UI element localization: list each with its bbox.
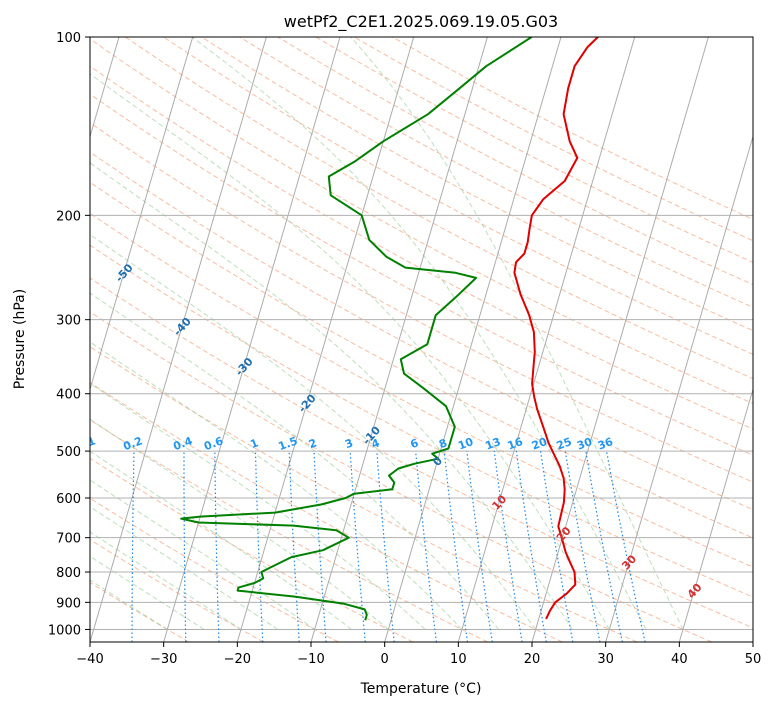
moist-adiabat-line bbox=[350, 37, 684, 630]
x-tick-label: 30 bbox=[597, 652, 614, 667]
dry-adiabat-line bbox=[90, 181, 753, 539]
x-tick-label: 50 bbox=[745, 652, 762, 667]
mixing-ratio-label: 1 bbox=[248, 436, 260, 451]
x-axis-title: Temperature (°C) bbox=[360, 681, 482, 697]
dry-adiabat-line bbox=[90, 277, 753, 629]
y-axis-title: Pressure (hPa) bbox=[12, 289, 28, 389]
mixing-ratio-label: 0.6 bbox=[202, 434, 225, 453]
y-tick-label: 800 bbox=[56, 566, 81, 581]
dry-adiabat-line bbox=[90, 244, 753, 598]
x-tick-label: −20 bbox=[224, 652, 251, 667]
mixing-ratio-line bbox=[415, 451, 437, 642]
mixing-ratio-label: 36 bbox=[596, 435, 615, 453]
mixing-ratio-line bbox=[443, 451, 469, 642]
isotherm-line bbox=[90, 37, 267, 642]
dry-adiabat-line bbox=[90, 382, 563, 642]
y-tick-label: 300 bbox=[56, 314, 81, 329]
plot-frame bbox=[89, 36, 754, 643]
mixing-ratio-line bbox=[564, 451, 601, 642]
mixing-ratio-line bbox=[466, 451, 493, 642]
mixing-ratio-label: 6 bbox=[409, 436, 421, 451]
mixing-ratio-label: 30 bbox=[575, 435, 594, 453]
dry-adiabat-line bbox=[90, 93, 753, 456]
dry-adiabat-line bbox=[277, 37, 753, 286]
mixing-ratio-label: 13 bbox=[484, 435, 503, 452]
mixing-ratio-label: 8 bbox=[437, 436, 449, 451]
moist-adiabat-line bbox=[90, 73, 610, 630]
dry-adiabat-line bbox=[90, 38, 753, 405]
moist-adiabat-line bbox=[90, 382, 426, 630]
y-tick-label: 1000 bbox=[48, 623, 81, 638]
profile-lines bbox=[180, 37, 599, 621]
y-tick-label: 600 bbox=[56, 492, 81, 507]
mixing-ratio-line bbox=[585, 450, 623, 642]
mixing-ratio-label: 0.1 bbox=[75, 434, 98, 453]
dry-adiabat-line bbox=[90, 346, 638, 642]
mixing-ratio-label: 0.2 bbox=[121, 434, 144, 453]
chart-title: wetPf2_C2E1.2025.069.19.05.G03 bbox=[284, 12, 558, 32]
mixing-ratio-line bbox=[493, 451, 523, 642]
y-tick-label: 100 bbox=[56, 31, 81, 46]
y-tick-label: 900 bbox=[56, 596, 81, 611]
isotherm-line bbox=[678, 387, 753, 642]
x-tick-label: −30 bbox=[150, 652, 177, 667]
x-tick-label: 40 bbox=[671, 652, 688, 667]
dry-adiabat-line bbox=[90, 122, 753, 483]
dry-adiabat-line bbox=[90, 581, 190, 642]
dry-adiabat-line bbox=[90, 497, 339, 642]
isotherm-line bbox=[457, 37, 636, 642]
mixing-ratio-label: 3 bbox=[343, 436, 355, 451]
moist-adiabat-line bbox=[90, 418, 389, 630]
moist-adiabat-line bbox=[90, 450, 352, 630]
mixing-ratio-line bbox=[376, 451, 395, 642]
dry-adiabat-line bbox=[90, 65, 753, 430]
mixing-ratio-label: 10 bbox=[456, 435, 475, 453]
temperature-profile-line bbox=[513, 37, 599, 620]
y-tick-label: 400 bbox=[56, 388, 81, 403]
mixing-ratio-label: 0.4 bbox=[171, 434, 194, 453]
isotherm-line bbox=[90, 37, 194, 392]
x-tick-label: 10 bbox=[450, 652, 467, 667]
axis-ticks: −40 −30 −20 −10 0 10 20 30 40 50 1000 900 800 700 600 5… bbox=[48, 31, 761, 667]
isotherm-line bbox=[384, 37, 562, 642]
isotherm-line bbox=[163, 37, 341, 642]
isotherm-line bbox=[236, 37, 415, 642]
y-tick-label: 700 bbox=[56, 532, 81, 547]
mixing-ratio-label: 4 bbox=[370, 436, 382, 451]
y-tick-label: 500 bbox=[56, 445, 81, 460]
x-tick-label: −10 bbox=[297, 652, 324, 667]
isotherm-line bbox=[531, 37, 709, 642]
moist-adiabat-line bbox=[90, 292, 500, 630]
mixing-ratio-label: 16 bbox=[506, 435, 525, 453]
y-tick-label: 200 bbox=[56, 209, 81, 224]
dry-adiabat-line bbox=[90, 419, 488, 642]
dry-adiabat-line bbox=[239, 37, 753, 308]
moist-adiabat-line bbox=[90, 162, 573, 630]
x-tick-label: 0 bbox=[381, 652, 389, 667]
mixing-ratio-label: 25 bbox=[555, 435, 574, 452]
mixing-ratio-line bbox=[605, 450, 646, 642]
dry-adiabat-line bbox=[90, 457, 414, 642]
mixing-ratio-label: 2 bbox=[307, 436, 319, 451]
background-lines bbox=[90, 37, 753, 642]
mixing-ratio-label: 1.5 bbox=[277, 434, 300, 453]
dewpoint-profile-line bbox=[180, 37, 533, 621]
moist-adiabat-line bbox=[90, 233, 537, 630]
x-tick-label: 20 bbox=[524, 652, 541, 667]
mixing-ratio-label: 20 bbox=[530, 435, 549, 453]
x-tick-label: −40 bbox=[76, 652, 103, 667]
